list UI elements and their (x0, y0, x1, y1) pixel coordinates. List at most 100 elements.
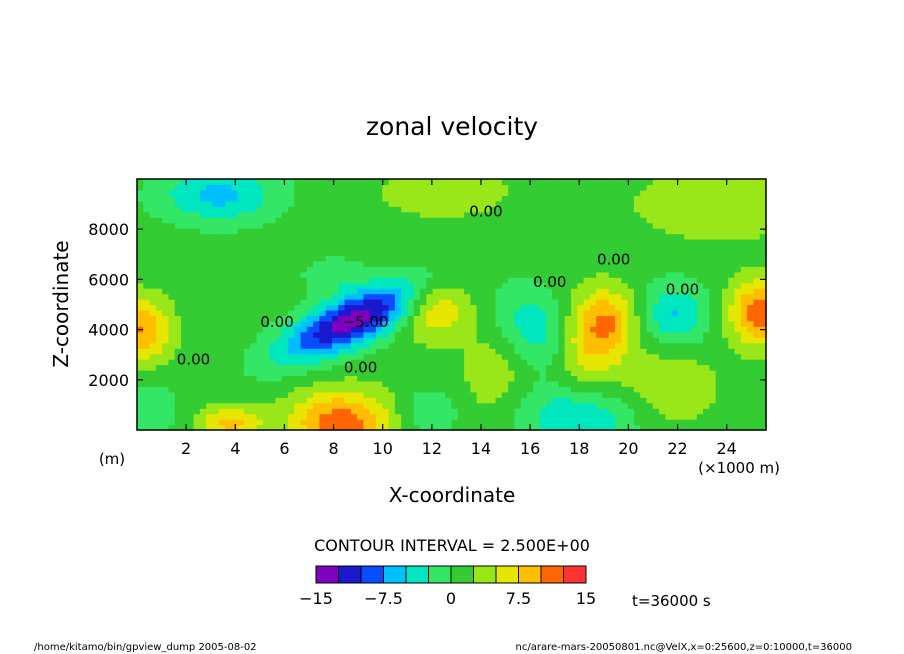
field-cell (199, 189, 207, 196)
field-cell (552, 282, 560, 289)
field-cell (350, 397, 358, 404)
field-cell (602, 331, 610, 338)
field-cell (281, 233, 289, 240)
field-cell (168, 386, 176, 393)
field-cell (526, 206, 534, 213)
field-cell (357, 217, 365, 224)
field-cell (627, 184, 635, 191)
field-cell (243, 288, 251, 295)
field-cell (671, 364, 679, 371)
field-cell (583, 364, 591, 371)
field-cell (237, 211, 245, 218)
field-cell (564, 359, 572, 366)
field-cell (665, 342, 673, 349)
field-cell (187, 206, 195, 213)
field-cell (470, 206, 478, 213)
field-cell (432, 299, 440, 306)
field-cell (690, 293, 698, 300)
field-cell (652, 249, 660, 256)
y-axis-unit: (m) (99, 450, 125, 468)
field-cell (369, 206, 377, 213)
field-cell (690, 348, 698, 355)
field-cell (633, 189, 641, 196)
field-cell (300, 179, 308, 186)
field-cell (162, 239, 170, 246)
field-cell (703, 299, 710, 306)
field-cell (721, 331, 729, 338)
field-cell (187, 315, 195, 322)
field-cell (306, 304, 314, 311)
field-cell (696, 397, 704, 404)
field-cell (206, 293, 214, 300)
field-cell (690, 184, 698, 191)
field-cell (520, 331, 528, 338)
field-cell (344, 255, 352, 262)
field-cell (231, 233, 239, 240)
field-cell (388, 206, 396, 213)
colorbar-swatch (383, 565, 407, 584)
field-cell (715, 353, 723, 360)
field-cell (199, 222, 207, 229)
field-cell (646, 277, 654, 284)
field-cell (181, 369, 188, 377)
field-cell (709, 331, 717, 338)
field-cell (445, 271, 453, 278)
field-cell (451, 244, 459, 251)
field-cell (174, 239, 182, 246)
field-cell (388, 364, 396, 371)
field-cell (571, 233, 578, 240)
field-cell (508, 277, 515, 284)
field-cell (615, 288, 622, 295)
field-cell (287, 277, 295, 284)
field-cell (514, 342, 522, 349)
field-cell (155, 304, 163, 311)
field-cell (350, 211, 358, 218)
field-cell (621, 380, 629, 387)
field-cell (344, 342, 352, 349)
field-cell (155, 288, 163, 295)
field-cell (545, 369, 553, 377)
field-cell (174, 288, 182, 295)
field-cell (633, 206, 641, 213)
field-cell (451, 331, 459, 338)
field-cell (715, 397, 723, 404)
field-cell (212, 353, 220, 360)
field-cell (331, 260, 339, 267)
field-cell (577, 228, 585, 235)
field-cell (262, 331, 270, 338)
field-cell (287, 244, 295, 251)
field-cell (753, 315, 761, 322)
field-cell (218, 315, 226, 322)
field-cell (539, 331, 547, 338)
field-cell (451, 359, 459, 366)
field-cell (193, 424, 201, 431)
field-cell (137, 309, 144, 317)
field-cell (571, 244, 578, 251)
field-cell (558, 326, 566, 333)
field-cell (577, 260, 585, 267)
field-cell (690, 217, 698, 224)
field-cell (457, 200, 465, 207)
field-cell (552, 419, 560, 426)
field-cell (331, 266, 339, 273)
field-cell (306, 391, 314, 398)
field-cell (382, 342, 390, 349)
field-cell (331, 189, 339, 196)
field-cell (300, 408, 308, 415)
field-cell (703, 408, 710, 415)
field-cell (162, 326, 170, 333)
field-cell (489, 222, 497, 229)
field-cell (281, 402, 289, 409)
field-cell (470, 195, 478, 202)
field-cell (344, 200, 352, 207)
field-cell (696, 271, 704, 278)
field-cell (589, 315, 597, 322)
field-cell (476, 331, 484, 338)
field-cell (495, 233, 503, 240)
field-cell (426, 239, 434, 246)
field-cell (237, 369, 245, 377)
field-cell (187, 331, 195, 338)
field-cell (199, 309, 207, 317)
field-cell (369, 266, 377, 273)
field-cell (187, 391, 195, 398)
